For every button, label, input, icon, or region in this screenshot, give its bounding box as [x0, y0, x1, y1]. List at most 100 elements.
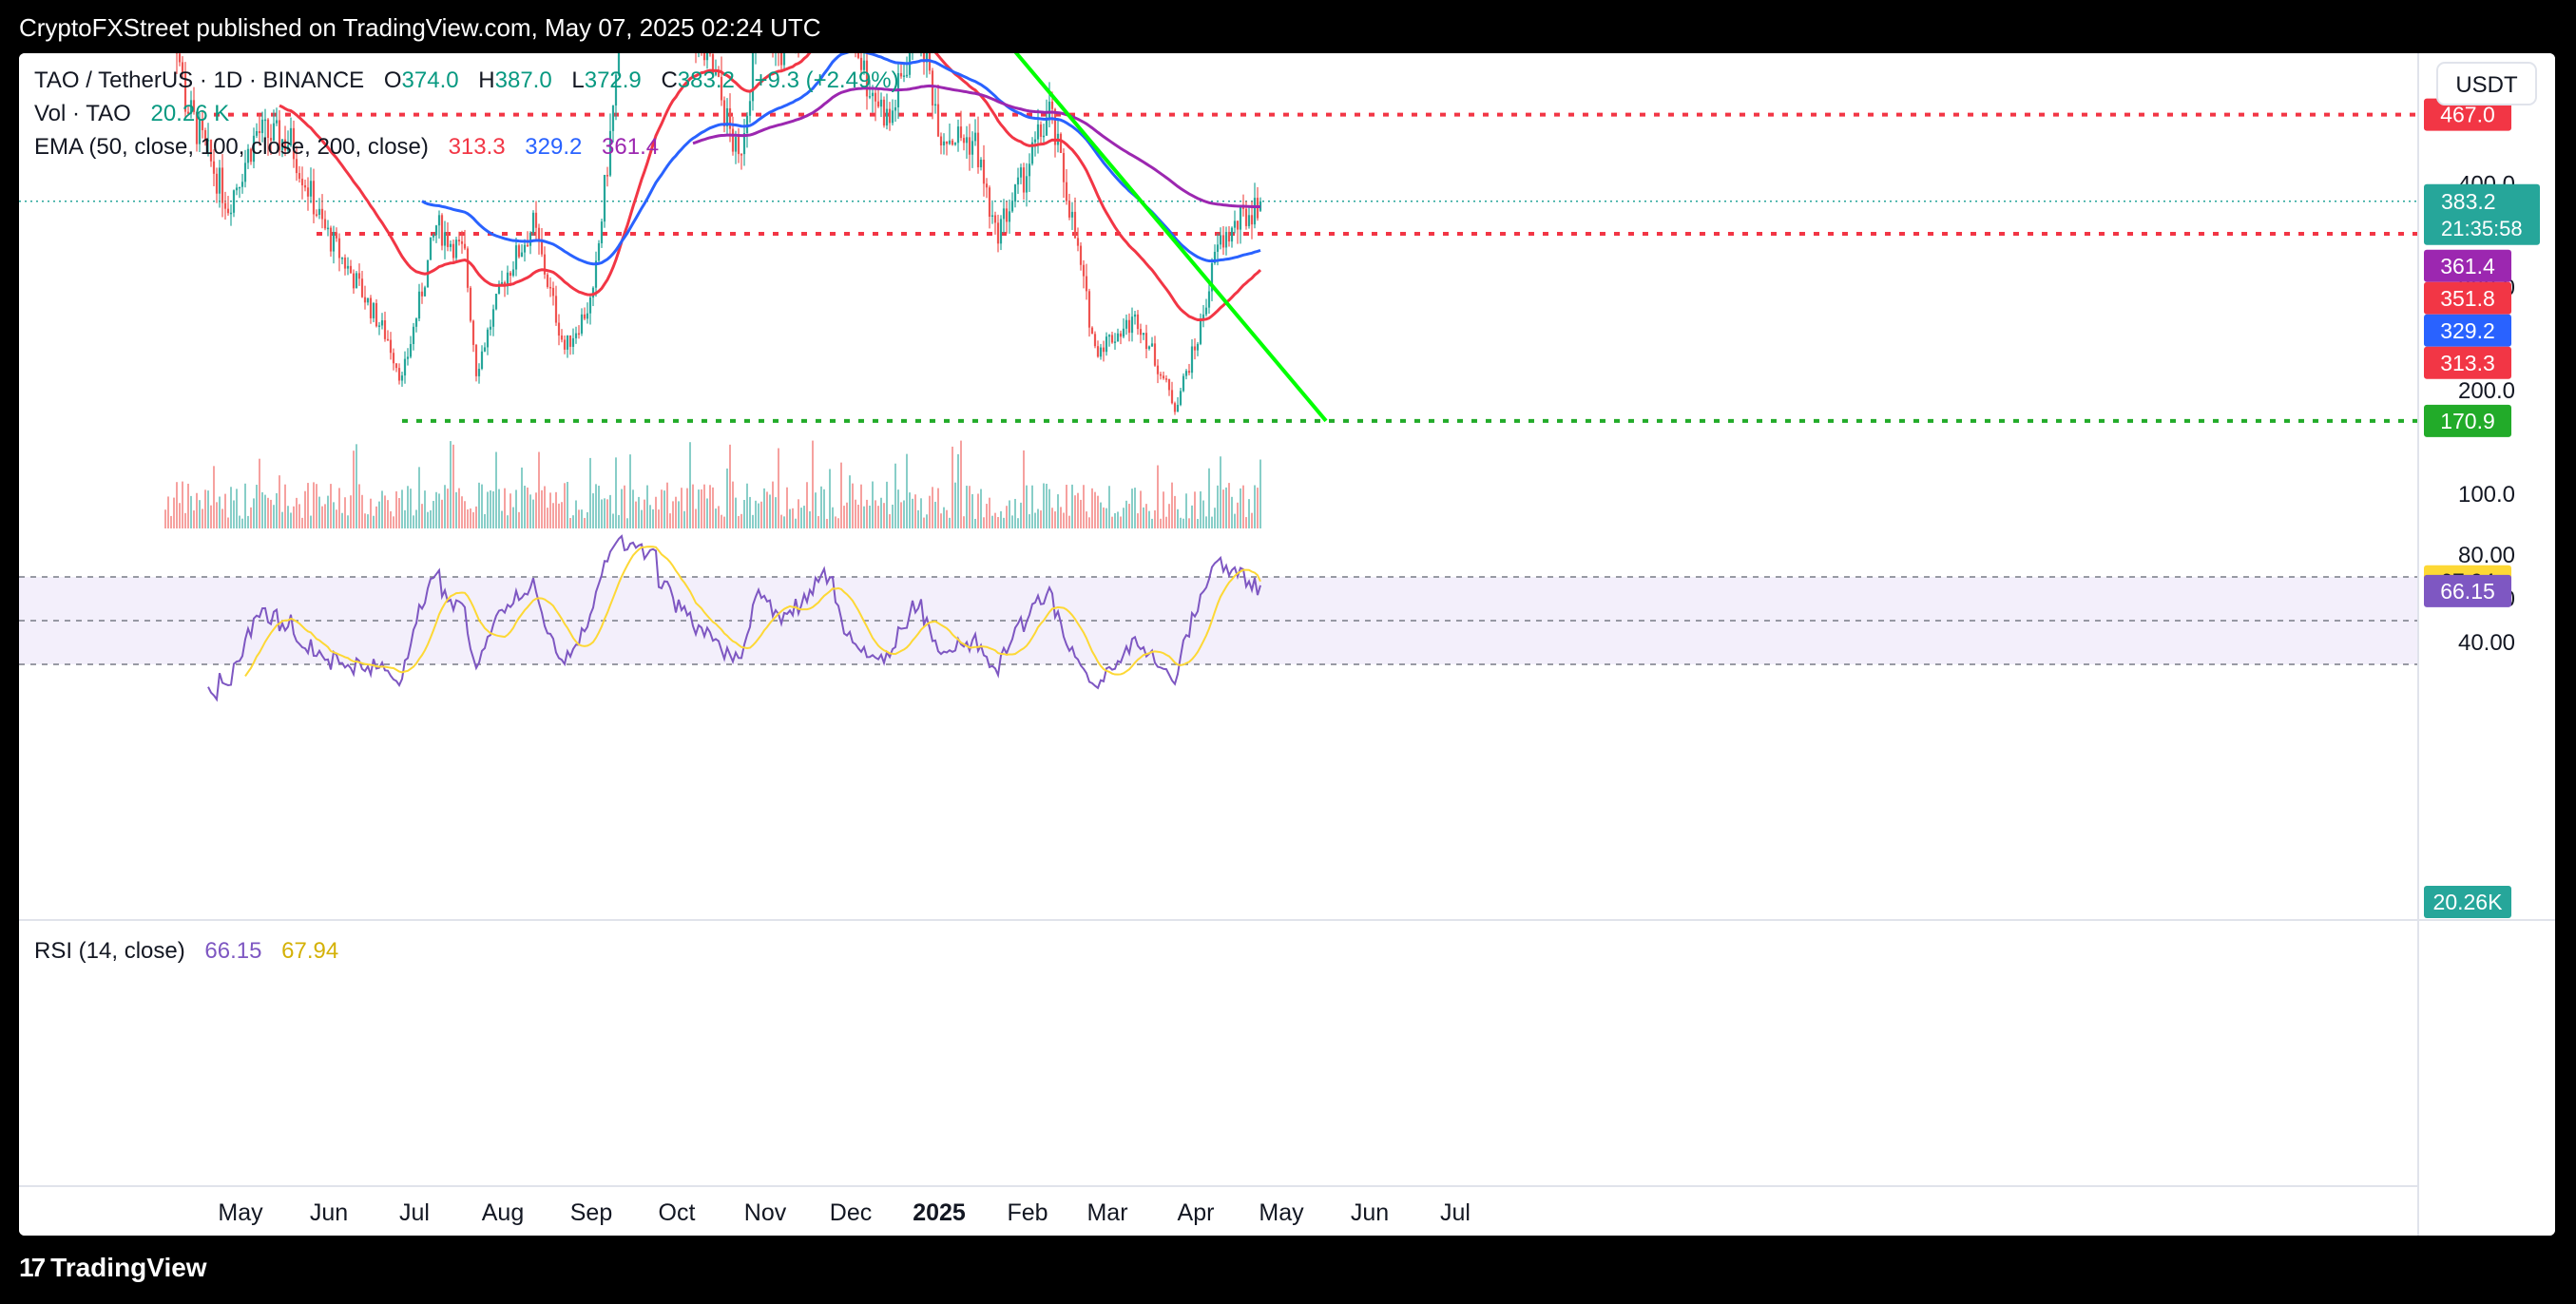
volume-bar — [695, 508, 697, 528]
candle-body — [226, 208, 230, 214]
time-tick-label: Jun — [310, 1199, 348, 1226]
candle-body — [383, 320, 387, 339]
volume-bar — [681, 488, 682, 528]
volume-bar — [1145, 504, 1147, 528]
candle-body — [420, 291, 424, 297]
volume-bar — [1037, 508, 1039, 528]
volume-bar — [612, 513, 614, 528]
volume-bar — [760, 501, 762, 528]
candle-body — [534, 212, 538, 228]
candle-body — [725, 107, 729, 126]
volume-bar — [281, 511, 283, 528]
volume-bar — [273, 505, 275, 528]
volume-bar — [381, 490, 383, 528]
candle-body — [1193, 346, 1197, 351]
candle-body — [1076, 238, 1080, 246]
candle-body — [1133, 314, 1137, 317]
volume-bar — [646, 485, 648, 528]
candle-body — [865, 60, 869, 97]
candle-body — [1102, 347, 1105, 353]
chart-panel[interactable]: 700.0600.0500.0400.0300.0200.0100.080.00… — [19, 53, 2555, 1236]
tradingview-logo[interactable]: 17 TradingView — [19, 1253, 207, 1283]
price-chart[interactable]: 700.0600.0500.0400.0300.0200.0100.080.00… — [19, 53, 2555, 1236]
candle-body — [945, 141, 949, 144]
candle-body — [1050, 101, 1054, 109]
candle-body — [1008, 211, 1011, 222]
volume-bar — [1171, 482, 1173, 528]
candle-body — [506, 272, 509, 287]
candle-body — [1022, 167, 1026, 193]
candle-body — [1167, 378, 1171, 391]
volume-bar — [929, 495, 931, 528]
candle-body — [389, 339, 393, 354]
candle-body — [1125, 319, 1128, 329]
candle-body — [258, 130, 261, 134]
volume-bar — [934, 501, 936, 528]
candle-body — [240, 182, 244, 187]
volume-bar — [418, 467, 420, 528]
legend-line-1: TAO / TetherUS · 1D · BINANCE O374.0 H38… — [34, 67, 899, 93]
volume-bar — [649, 505, 651, 528]
volume-bar — [193, 510, 195, 528]
volume-bar — [1168, 504, 1170, 528]
volume-bar — [452, 444, 454, 528]
candle-body — [617, 53, 621, 75]
tradingview-logo-icon: 17 — [19, 1253, 46, 1282]
candle-body — [1196, 343, 1200, 351]
volume-bar — [715, 508, 717, 528]
volume-bar — [840, 462, 842, 528]
candle-body — [990, 215, 994, 218]
candle-body — [392, 353, 395, 364]
candle-body — [326, 227, 330, 230]
volume-bar — [609, 494, 611, 528]
candle-body — [1184, 371, 1188, 376]
candle-body — [1162, 375, 1165, 379]
candle-body — [597, 242, 601, 261]
volume-bar — [1222, 489, 1224, 528]
volume-bar — [641, 509, 643, 528]
legend-rsi: RSI (14, close) 66.15 67.94 — [34, 938, 338, 964]
volume-bar — [629, 454, 631, 528]
candle-body — [740, 154, 743, 156]
candle-body — [511, 269, 515, 277]
volume-bar — [207, 490, 209, 528]
volume-bar — [373, 515, 375, 528]
volume-bar — [552, 503, 554, 528]
volume-bar — [943, 507, 945, 528]
candle-body — [856, 53, 860, 58]
candle-body — [471, 320, 475, 345]
volume-bar — [504, 488, 506, 528]
candle-body — [1096, 346, 1100, 357]
candle-body — [554, 296, 558, 323]
volume-bar — [872, 481, 874, 528]
volume-bar — [330, 484, 332, 528]
volume-bar — [1137, 513, 1139, 528]
volume-bar — [1043, 483, 1045, 528]
volume-bar — [501, 510, 503, 528]
candle-body — [996, 222, 1000, 244]
currency-button[interactable]: USDT — [2436, 62, 2537, 105]
volume-bar — [170, 515, 172, 528]
volume-bar — [307, 483, 309, 528]
volume-bar — [233, 500, 235, 528]
volume-bar — [601, 499, 603, 528]
volume-bar — [1105, 508, 1107, 528]
candle-body — [1159, 374, 1163, 376]
volume-bar — [464, 501, 466, 528]
volume-bar — [1248, 499, 1250, 528]
volume-bar — [926, 514, 928, 528]
volume-bar — [538, 451, 540, 528]
volume-bar — [1234, 513, 1236, 528]
volume-bar — [1034, 512, 1036, 528]
candle-body — [1116, 333, 1120, 342]
candle-body — [514, 245, 518, 270]
volume-bar — [991, 515, 993, 528]
volume-bar — [1120, 516, 1122, 528]
volume-bar — [877, 506, 879, 528]
candle-body — [1139, 329, 1143, 336]
candle-body — [1190, 346, 1194, 374]
time-tick-label: Oct — [659, 1199, 696, 1226]
time-tick-label: 2025 — [913, 1199, 966, 1226]
candle-body — [1016, 177, 1020, 185]
candle-body — [1144, 333, 1148, 350]
